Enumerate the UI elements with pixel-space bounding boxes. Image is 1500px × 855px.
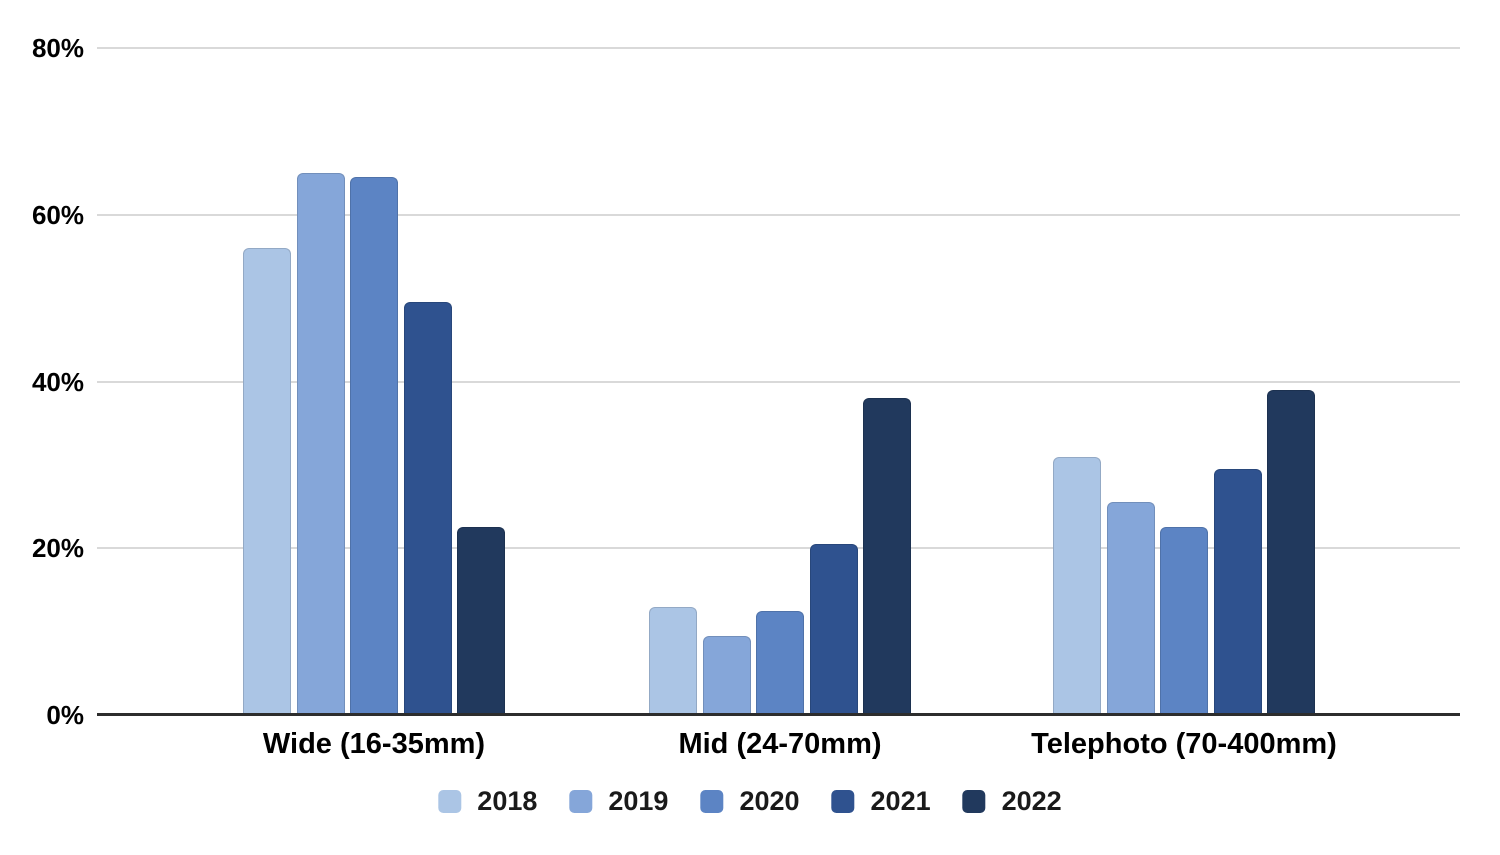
gridline-80	[97, 47, 1460, 49]
y-axis-tick-label-80: 80%	[31, 33, 84, 63]
legend-swatch-2021	[831, 790, 855, 813]
legend-label-2021: 2021	[870, 786, 931, 816]
legend-label-2018: 2018	[477, 786, 538, 816]
x-axis-line	[97, 713, 1460, 716]
bar-telephoto-70-400mm-2021	[1213, 469, 1262, 715]
x-axis-category-label-telephoto-70-400mm: Telephoto (70-400mm)	[1031, 728, 1337, 760]
bar-wide-16-35mm-2020	[350, 177, 398, 715]
plot-area	[97, 47, 1460, 715]
bar-mid-24-70mm-2021	[809, 544, 858, 715]
legend-swatch-2020	[700, 790, 724, 813]
legend-item-2020: 2020	[700, 786, 800, 816]
bar-group-wide-16-35mm	[243, 173, 505, 715]
bar-telephoto-70-400mm-2018	[1053, 456, 1101, 715]
bar-mid-24-70mm-2022	[863, 398, 911, 715]
legend: 2018 2019 2020 2021 2022	[438, 786, 1062, 816]
x-axis-category-label-mid-24-70mm: Mid (24-70mm)	[678, 728, 882, 760]
bar-telephoto-70-400mm-2019	[1106, 502, 1155, 715]
legend-item-2022: 2022	[962, 786, 1062, 816]
bar-wide-16-35mm-2021	[403, 302, 452, 715]
legend-swatch-2018	[438, 790, 462, 813]
y-axis-tick-label-60: 60%	[31, 199, 84, 230]
bar-mid-24-70mm-2019	[702, 635, 751, 715]
gridline-20	[97, 547, 1460, 550]
legend-item-2019: 2019	[569, 788, 668, 815]
gridline-60	[97, 213, 1460, 216]
legend-label-2020: 2020	[739, 786, 800, 816]
y-axis-tick-label-0: 0%	[46, 700, 84, 730]
legend-label-2019: 2019	[608, 786, 669, 816]
bar-mid-24-70mm-2018	[649, 606, 697, 715]
y-axis-tick-label-40: 40%	[31, 366, 84, 397]
bar-wide-16-35mm-2022	[457, 527, 505, 715]
bar-telephoto-70-400mm-2020	[1160, 527, 1208, 715]
bar-wide-16-35mm-2018	[243, 248, 291, 715]
legend-swatch-2022	[962, 790, 986, 813]
bar-mid-24-70mm-2020	[756, 610, 804, 715]
legend-item-2021: 2021	[831, 786, 931, 816]
gridline-40	[97, 380, 1460, 383]
bar-telephoto-70-400mm-2022	[1267, 389, 1315, 715]
bar-group-mid-24-70mm	[649, 398, 911, 715]
legend-label-2022: 2022	[1001, 786, 1062, 816]
legend-item-2018: 2018	[438, 788, 537, 815]
bar-wide-16-35mm-2019	[296, 173, 345, 715]
bar-group-telephoto-70-400mm	[1053, 389, 1315, 715]
legend-swatch-2019	[569, 790, 593, 813]
x-axis-category-label-wide-16-35mm: Wide (16-35mm)	[262, 728, 486, 760]
y-axis-tick-label-20: 20%	[31, 533, 84, 564]
